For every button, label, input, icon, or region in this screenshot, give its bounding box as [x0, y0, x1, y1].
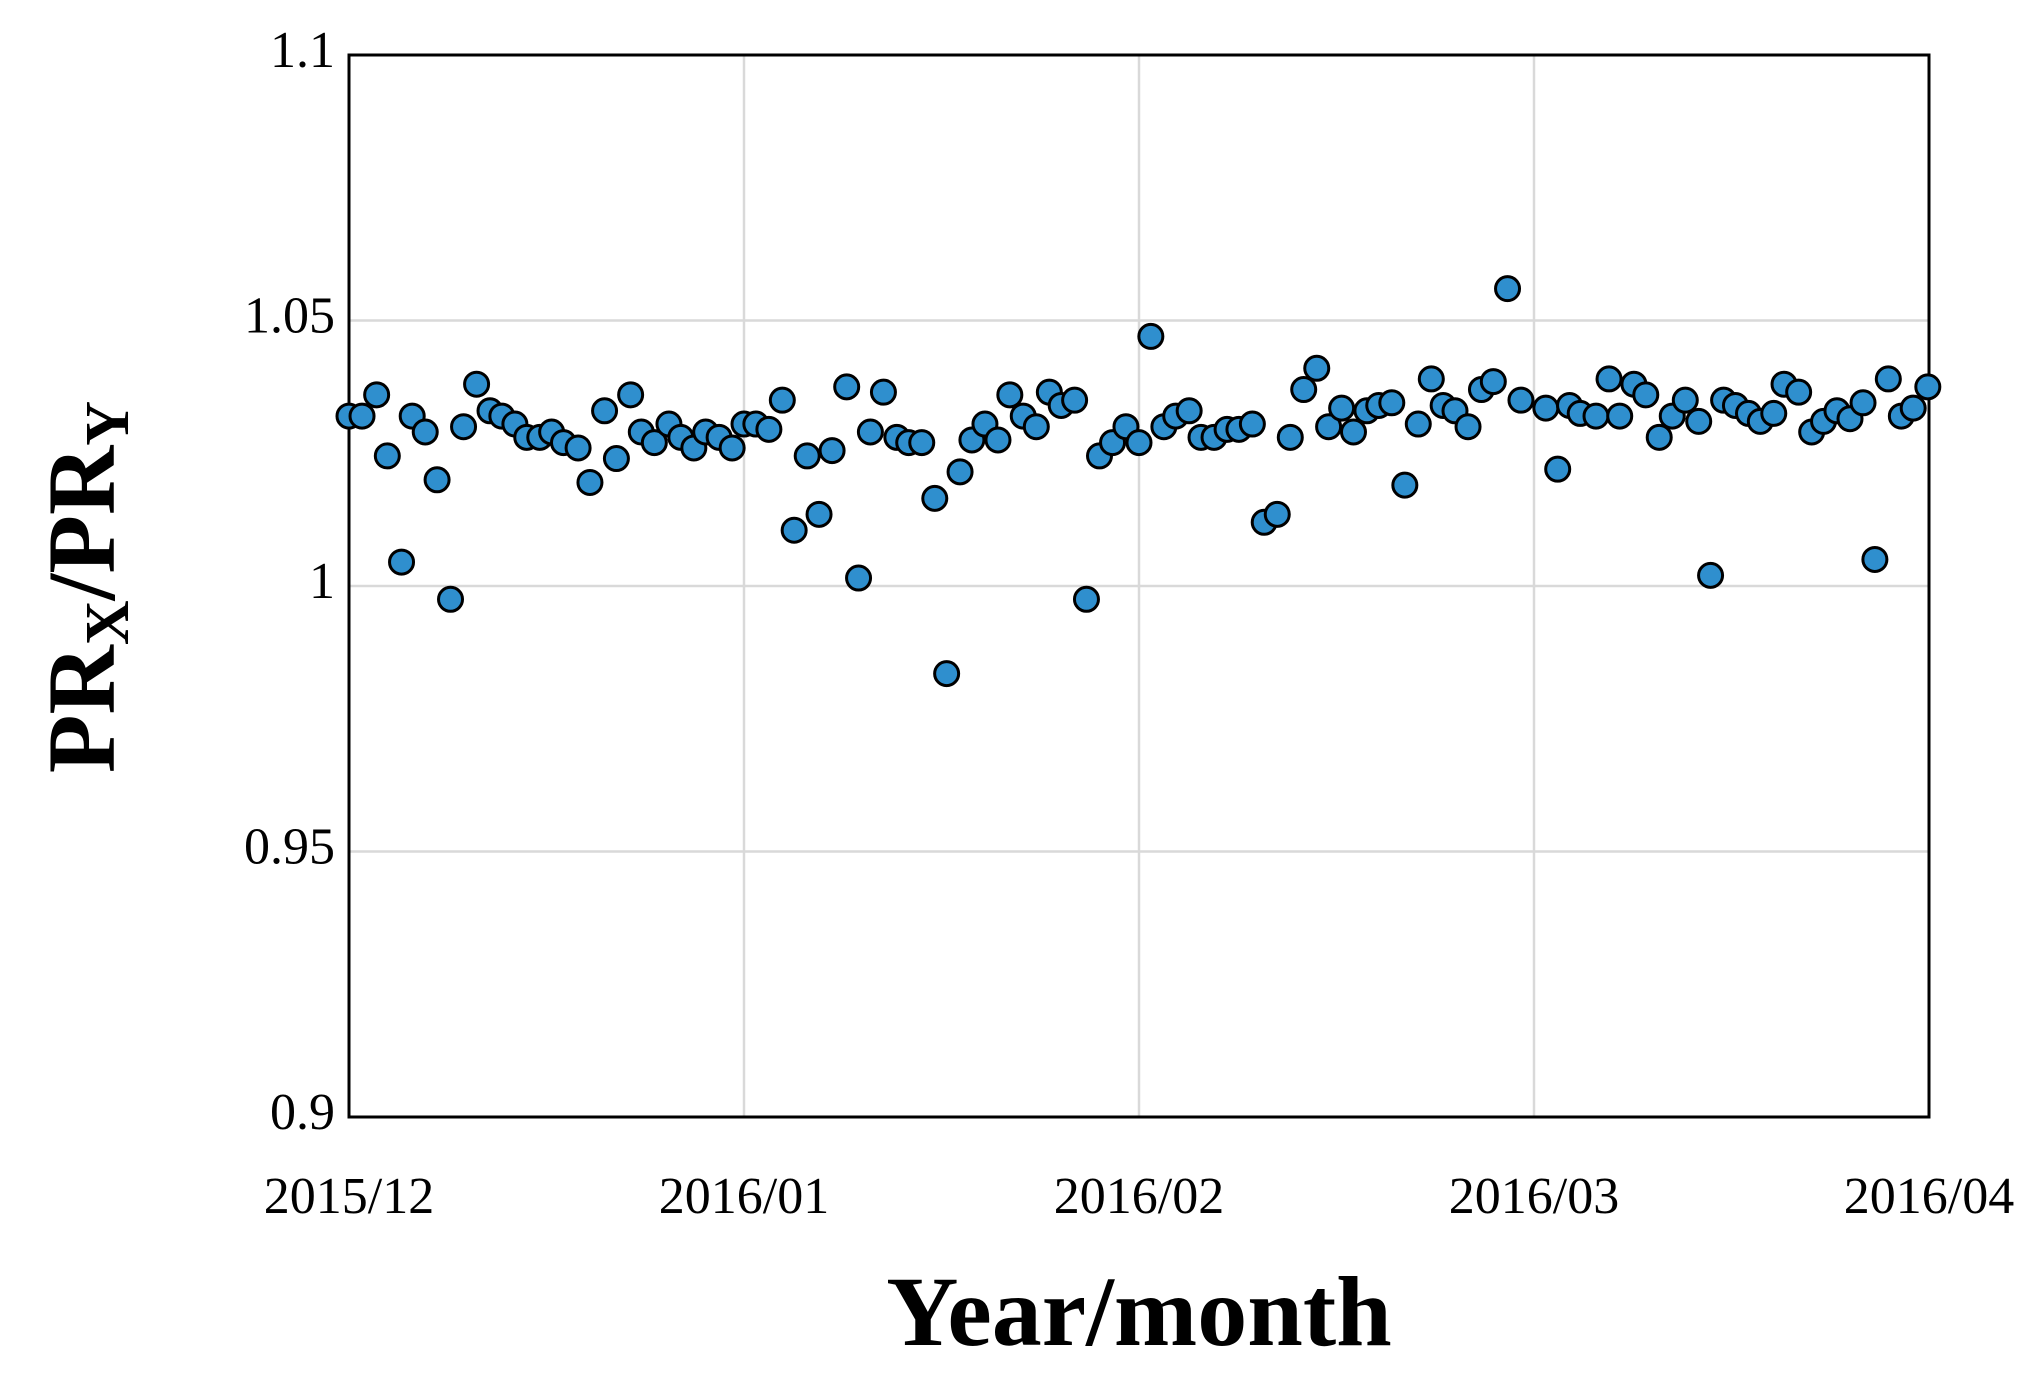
data-point	[617, 381, 645, 409]
x-tick-label: 2016/04	[1844, 1168, 2014, 1225]
data-point	[1479, 368, 1507, 396]
data-point	[1022, 413, 1050, 441]
data-point	[818, 437, 846, 465]
data-point	[1849, 389, 1877, 417]
data-point	[1494, 275, 1522, 303]
data-point	[1404, 410, 1432, 438]
data-point	[1238, 410, 1266, 438]
data-point	[1685, 407, 1713, 435]
data-point	[1874, 365, 1902, 393]
data-point	[576, 468, 604, 496]
data-point	[1125, 429, 1153, 457]
data-point	[411, 418, 439, 446]
data-point	[1303, 354, 1331, 382]
data-point	[1532, 394, 1560, 422]
y-tick-label: 1.05	[244, 287, 335, 344]
data-point	[1632, 381, 1660, 409]
data-point	[450, 413, 478, 441]
data-point	[1290, 376, 1318, 404]
data-point	[564, 434, 592, 462]
data-point	[768, 386, 796, 414]
y-tick-label: 1.1	[270, 22, 335, 79]
y-axis-title-part: PR	[28, 643, 135, 773]
data-point	[845, 564, 873, 592]
data-point	[755, 415, 783, 443]
data-point	[1595, 365, 1623, 393]
x-tick-label: 2016/03	[1449, 1168, 1619, 1225]
data-point	[921, 484, 949, 512]
y-axis-title-subscript: X	[74, 600, 142, 645]
data-point	[1645, 423, 1673, 451]
data-point	[996, 381, 1024, 409]
data-point	[591, 397, 619, 425]
x-axis-title: Year/month	[886, 1256, 1392, 1367]
data-point	[1861, 545, 1889, 573]
data-point	[946, 458, 974, 486]
y-tick-label: 1	[309, 553, 335, 610]
data-point	[1263, 500, 1291, 528]
data-point	[1339, 418, 1367, 446]
data-point	[1507, 386, 1535, 414]
y-tick-label: 0.95	[244, 818, 335, 875]
y-tick-label: 0.9	[270, 1084, 335, 1141]
data-point	[780, 516, 808, 544]
data-point	[1606, 402, 1634, 430]
plot-frame	[347, 53, 1931, 1119]
data-point	[1378, 389, 1406, 417]
data-point	[1454, 413, 1482, 441]
data-point	[1914, 373, 1942, 401]
data-point	[1899, 394, 1927, 422]
data-point	[1061, 386, 1089, 414]
data-point	[348, 402, 376, 430]
data-point	[1417, 365, 1445, 393]
data-point	[363, 381, 391, 409]
data-point	[1276, 423, 1304, 451]
data-point	[1671, 386, 1699, 414]
data-point	[423, 466, 451, 494]
data-point	[463, 370, 491, 398]
data-point	[1582, 402, 1610, 430]
data-point	[1697, 561, 1725, 589]
data-point	[805, 500, 833, 528]
data-point	[856, 418, 884, 446]
y-axis-title-part: /PR	[28, 444, 135, 601]
data-point	[793, 442, 821, 470]
data-point	[602, 445, 630, 473]
data-point	[1760, 399, 1788, 427]
data-point	[1175, 397, 1203, 425]
x-tick-label: 2016/01	[659, 1168, 829, 1225]
data-point	[1391, 471, 1419, 499]
data-point	[388, 548, 416, 576]
data-point	[1072, 585, 1100, 613]
data-point	[869, 378, 897, 406]
x-tick-label: 2015/12	[264, 1168, 434, 1225]
data-point	[640, 429, 668, 457]
data-point	[1137, 322, 1165, 350]
data-point	[833, 373, 861, 401]
y-axis-title: PRX/PRY	[28, 401, 142, 773]
data-point	[373, 442, 401, 470]
data-point	[1328, 394, 1356, 422]
data-point	[718, 434, 746, 462]
y-axis-title-subscript: Y	[74, 401, 142, 446]
data-point	[1315, 413, 1343, 441]
x-tick-label: 2016/02	[1054, 1168, 1224, 1225]
data-point	[908, 429, 936, 457]
data-point	[933, 660, 961, 688]
data-point	[1544, 455, 1572, 483]
data-point	[437, 585, 465, 613]
data-point	[1785, 378, 1813, 406]
data-point	[984, 426, 1012, 454]
